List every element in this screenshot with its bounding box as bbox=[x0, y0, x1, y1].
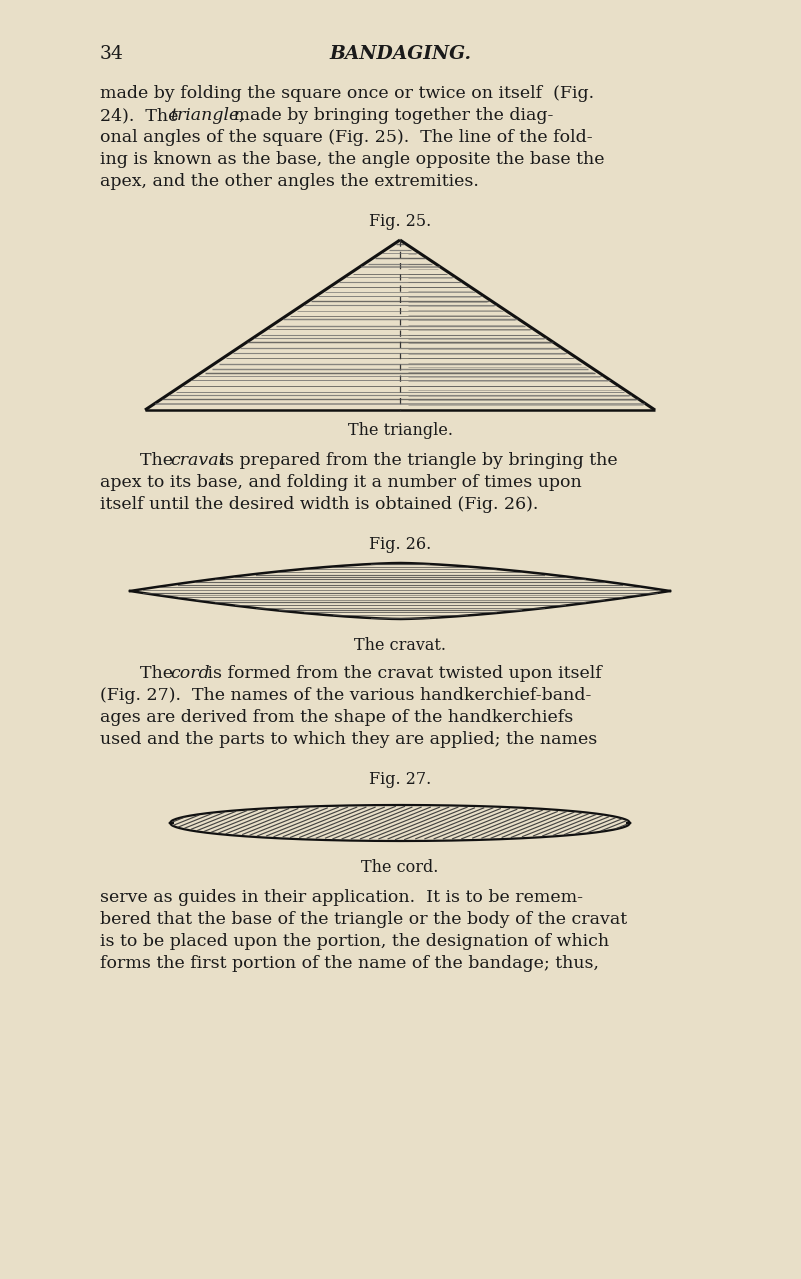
Text: serve as guides in their application.  It is to be remem-: serve as guides in their application. It… bbox=[100, 889, 583, 906]
Text: is prepared from the triangle by bringing the: is prepared from the triangle by bringin… bbox=[214, 451, 618, 469]
Text: used and the parts to which they are applied; the names: used and the parts to which they are app… bbox=[100, 732, 598, 748]
Text: Fig. 27.: Fig. 27. bbox=[369, 771, 431, 788]
Text: is to be placed upon the portion, the designation of which: is to be placed upon the portion, the de… bbox=[100, 932, 609, 950]
Text: made by folding the square once or twice on itself  (Fig.: made by folding the square once or twice… bbox=[100, 84, 594, 102]
Text: BANDAGING.: BANDAGING. bbox=[329, 45, 472, 63]
Text: ing is known as the base, the angle opposite the base the: ing is known as the base, the angle oppo… bbox=[100, 151, 605, 168]
Text: apex, and the other angles the extremities.: apex, and the other angles the extremiti… bbox=[100, 173, 479, 191]
Text: cravat: cravat bbox=[170, 451, 226, 469]
Text: ages are derived from the shape of the handkerchiefs: ages are derived from the shape of the h… bbox=[100, 709, 574, 726]
Text: 24).  The: 24). The bbox=[100, 107, 184, 124]
Text: made by bringing together the diag-: made by bringing together the diag- bbox=[228, 107, 553, 124]
Text: (Fig. 27).  The names of the various handkerchief-band-: (Fig. 27). The names of the various hand… bbox=[100, 687, 591, 703]
Text: Fig. 26.: Fig. 26. bbox=[369, 536, 431, 553]
Text: itself until the desired width is obtained (Fig. 26).: itself until the desired width is obtain… bbox=[100, 496, 538, 513]
Text: bered that the base of the triangle or the body of the cravat: bered that the base of the triangle or t… bbox=[100, 911, 627, 929]
Text: triangle,: triangle, bbox=[170, 107, 245, 124]
Text: onal angles of the square (Fig. 25).  The line of the fold-: onal angles of the square (Fig. 25). The… bbox=[100, 129, 593, 146]
Text: cord: cord bbox=[170, 665, 210, 682]
Text: The cravat.: The cravat. bbox=[354, 637, 446, 654]
Text: The cord.: The cord. bbox=[361, 859, 439, 876]
Text: forms the first portion of the name of the bandage; thus,: forms the first portion of the name of t… bbox=[100, 955, 599, 972]
Text: apex to its base, and folding it a number of times upon: apex to its base, and folding it a numbe… bbox=[100, 475, 582, 491]
Text: The: The bbox=[140, 665, 179, 682]
Text: Fig. 25.: Fig. 25. bbox=[369, 214, 431, 230]
Text: The: The bbox=[140, 451, 179, 469]
Text: The triangle.: The triangle. bbox=[348, 422, 453, 439]
Text: 34: 34 bbox=[100, 45, 124, 63]
Text: is formed from the cravat twisted upon itself: is formed from the cravat twisted upon i… bbox=[202, 665, 602, 682]
